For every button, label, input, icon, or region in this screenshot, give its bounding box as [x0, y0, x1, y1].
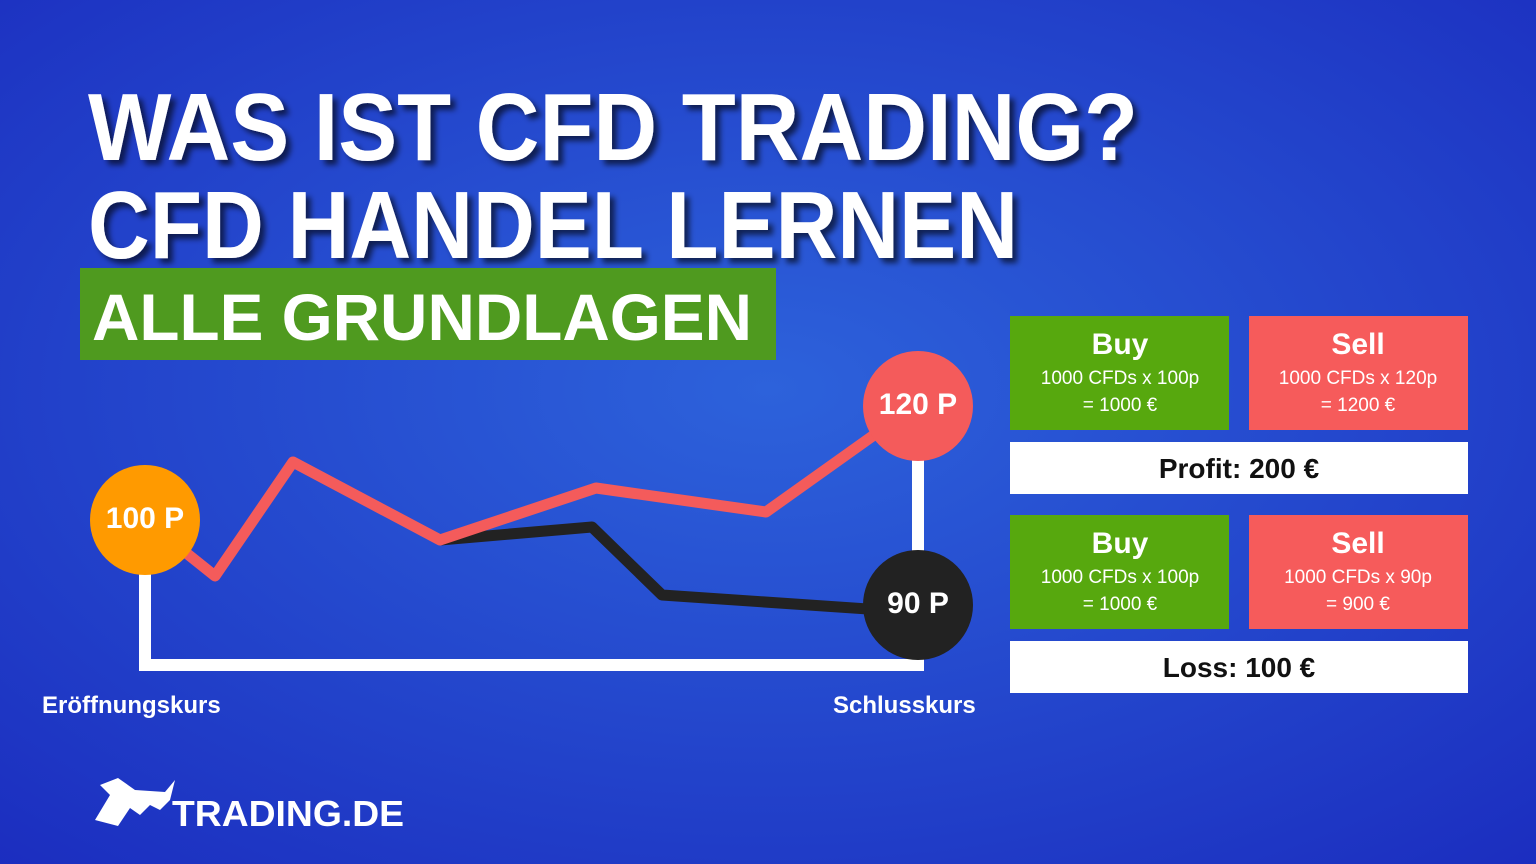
high-label: 120 P	[879, 388, 957, 421]
result: Loss: 100 €	[1163, 652, 1316, 683]
buy-line: 1000 CFDs x 100p	[1041, 567, 1199, 588]
buy-box	[1010, 316, 1229, 430]
start-label: 100 P	[106, 502, 184, 535]
profit-line	[141, 403, 916, 582]
start-circle	[90, 465, 200, 575]
sell-line: = 1200 €	[1321, 395, 1396, 416]
sell-line: 1000 CFDs x 120p	[1279, 368, 1437, 389]
sell-line: 1000 CFDs x 90p	[1284, 567, 1432, 588]
result: Profit: 200 €	[1159, 453, 1320, 484]
sell-title: Sell	[1331, 328, 1384, 361]
low-label: 90 P	[887, 587, 949, 620]
close-caption: Schlusskurs	[833, 692, 976, 719]
buy-line: = 1000 €	[1083, 395, 1158, 416]
example: Buy 1000 CFDs x 100p = 1000 € Sell 1000 …	[1010, 515, 1468, 693]
logo-bull	[95, 778, 175, 826]
sell-box	[1249, 515, 1468, 629]
badge-text: ALLE GRUNDLAGEN	[92, 280, 752, 354]
example: Buy 1000 CFDs x 100p = 1000 € Sell 1000 …	[1010, 316, 1468, 494]
title-line: CFD HANDEL LERNEN	[88, 172, 1018, 279]
logo: TRADING.DE	[95, 778, 404, 834]
title-line: WAS IST CFD TRADING?	[88, 74, 1138, 181]
open-caption: Eröffnungskurs	[42, 692, 221, 719]
sell-title: Sell	[1331, 527, 1384, 560]
buy-title: Buy	[1092, 328, 1149, 361]
result-box	[1010, 442, 1468, 494]
sell-line: = 900 €	[1326, 594, 1390, 615]
buy-box	[1010, 515, 1229, 629]
logo-text: TRADING.DE	[172, 793, 404, 834]
buy-line: = 1000 €	[1083, 594, 1158, 615]
result-box	[1010, 641, 1468, 693]
low-circle	[863, 550, 973, 660]
loss-line	[439, 521, 913, 618]
badge	[80, 268, 776, 360]
buy-line: 1000 CFDs x 100p	[1041, 368, 1199, 389]
high-circle	[863, 351, 973, 461]
sell-box	[1249, 316, 1468, 430]
buy-title: Buy	[1092, 527, 1149, 560]
